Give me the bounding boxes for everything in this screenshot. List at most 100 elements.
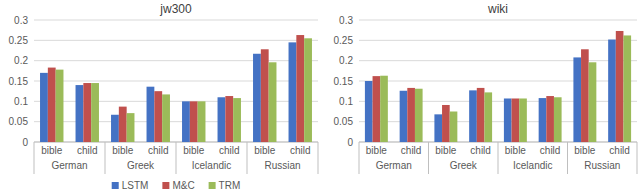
bar [616,31,624,142]
y-tick-label: 0.05 [334,116,354,127]
bar [40,73,48,142]
group-separator [637,142,638,174]
y-tick-label: 0.2 [339,55,353,66]
y-tick-label: 0 [347,137,353,148]
legend-swatch [209,182,216,189]
bar [269,62,277,142]
group-separator [359,142,360,174]
group-separator [567,142,568,174]
group-label: German [376,160,412,171]
legend-label: TRM [219,180,241,191]
bar [218,97,226,142]
bar [182,101,190,142]
x-tick-label: bible [366,145,388,156]
bar [83,83,91,142]
bar [469,90,477,142]
group-label: Russian [584,160,620,171]
bar [147,87,155,142]
group-separator [176,142,177,174]
bar [111,115,119,142]
bar [253,54,261,142]
group-label: Greek [127,160,155,171]
bar [162,94,170,142]
bar [289,42,297,142]
y-tick-label: 0.05 [9,116,29,127]
y-tick-label: 0.1 [339,96,353,107]
bar [434,114,442,142]
y-tick-label: 0.3 [339,15,353,26]
bar [127,113,135,142]
x-tick-label: child [148,145,169,156]
group-separator [318,142,319,174]
bar [400,91,408,142]
group-separator [34,142,35,174]
y-tick-label: 0 [22,137,28,148]
bar [119,107,127,142]
x-tick-label: child [609,145,630,156]
bar [581,49,589,142]
bar [477,88,485,142]
grid-line [359,20,637,21]
chart-title: jw300 [159,2,192,16]
group-separator [105,142,106,174]
group-label: Russian [264,160,300,171]
chart-root: jw300 0 0.05 0.1 0.15 0.2 0.25 0.3 bible child bib… [0,0,640,195]
grid-line [34,40,318,41]
bar [225,96,233,142]
y-tick-label: 0.3 [14,15,28,26]
legend-label: LSTM [122,180,149,191]
x-tick-label: child [470,145,491,156]
bar [608,40,616,142]
bar [91,83,99,142]
chart-title: wiki [487,2,508,16]
bar [407,88,415,142]
x-tick-label: bible [254,145,276,156]
legend-label: M&C [172,180,194,191]
bar [365,81,373,142]
legend-swatch [112,182,119,189]
bar [484,92,492,142]
bar [539,98,547,142]
x-tick-label: child [77,145,98,156]
group-label: Icelandic [513,160,552,171]
x-tick-label: bible [183,145,205,156]
bar [198,101,206,142]
bar [589,62,597,142]
bar [415,89,423,142]
y-tick-label: 0.1 [14,96,28,107]
bar [76,85,84,142]
bar [442,105,450,142]
bar [504,98,512,142]
y-tick-label: 0.15 [334,76,354,87]
y-tick-label: 0.25 [334,35,354,46]
bar [623,35,631,142]
group-label: Icelandic [192,160,231,171]
bar [554,97,562,142]
bar [233,98,241,142]
bar [519,98,527,142]
panel: jw30000.050.10.150.20.250.3biblechildbib… [9,2,318,191]
bars [40,35,312,142]
x-tick-label: bible [41,145,63,156]
group-label: German [51,160,87,171]
y-tick-label: 0.25 [9,35,29,46]
x-tick-label: bible [435,145,457,156]
bar [190,101,198,142]
group-label: Greek [450,160,478,171]
y-tick-label: 0.15 [9,76,29,87]
x-tick-label: child [540,145,561,156]
bar [154,91,162,142]
bar [512,98,520,142]
bars [365,31,631,142]
x-tick-label: bible [574,145,596,156]
group-separator [428,142,429,174]
bar [450,112,458,143]
bar [573,57,581,142]
x-tick-label: child [219,145,240,156]
group-separator [498,142,499,174]
bar [380,76,388,142]
legend-swatch [162,182,169,189]
x-tick-label: bible [112,145,134,156]
grid-line [359,40,637,41]
bar [261,49,269,142]
